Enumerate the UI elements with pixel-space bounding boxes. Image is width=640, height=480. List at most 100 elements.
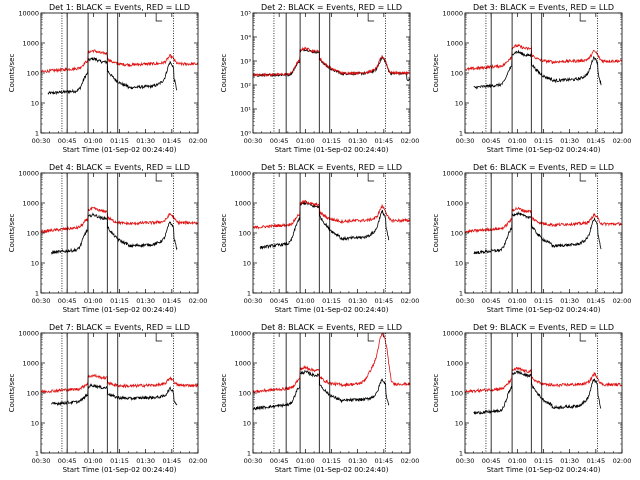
y-axis-label: Counts/sec (220, 54, 228, 93)
chart-title: Det 6: BLACK = Events, RED = LLD (473, 163, 614, 172)
x-tick-label: 02:00 (613, 137, 632, 145)
y-tick-label: 10¹ (240, 106, 251, 114)
y-tick-label: 10⁴ (240, 34, 251, 42)
y-tick-label: 10000 (230, 330, 251, 338)
x-axis-label: Start Time (01-Sep-02 00:24:40) (275, 466, 389, 474)
x-tick-label: 01:00 (84, 137, 103, 145)
plot-frame (252, 12, 411, 134)
series-black-line (47, 56, 178, 96)
series-black-line (473, 370, 602, 415)
y-tick-label: 100 (27, 70, 39, 78)
x-tick-label: 01:00 (508, 137, 527, 145)
y-tick-label: 10000 (442, 10, 463, 18)
y-tick-label: 10 (31, 420, 39, 428)
x-tick-label: 01:45 (162, 457, 181, 465)
x-tick-label: 01:30 (348, 137, 367, 145)
x-tick-label: 00:45 (270, 137, 289, 145)
y-tick-label: 1 (35, 130, 39, 138)
x-tick-label: 01:15 (322, 297, 341, 305)
chart-panel-4: 00:30 00:45 01:00 01:15 01:30 01:45 02:00 1 10 10… (8, 163, 207, 314)
x-tick-label: 02:00 (189, 137, 208, 145)
x-tick-label: 01:45 (162, 297, 181, 305)
bracket-mark (367, 173, 375, 182)
y-tick-label: 100 (27, 230, 39, 238)
x-tick-label: 01:30 (560, 457, 579, 465)
x-tick-label: 01:45 (374, 297, 393, 305)
y-tick-label: 10³ (240, 58, 251, 66)
x-tick-label: 01:15 (534, 137, 553, 145)
series-red-line (41, 206, 198, 235)
x-tick-label: 00:30 (32, 137, 51, 145)
x-tick-label: 00:45 (270, 457, 289, 465)
x-axis-label: Start Time (01-Sep-02 00:24:40) (487, 466, 601, 474)
plot-frame (464, 172, 623, 294)
y-tick-label: 1000 (22, 360, 39, 368)
y-axis-label: Counts/sec (220, 374, 228, 413)
y-tick-label: 100 (451, 230, 463, 238)
y-tick-label: 10 (455, 260, 463, 268)
chart-title: Det 2: BLACK = Events, RED = LLD (261, 3, 402, 12)
x-tick-label: 01:00 (296, 297, 315, 305)
y-tick-label: 10⁰ (240, 130, 251, 138)
y-tick-label: 10000 (230, 170, 251, 178)
y-axis-label: Counts/sec (8, 374, 16, 413)
x-tick-label: 01:30 (136, 297, 155, 305)
bracket-mark (367, 333, 375, 342)
x-tick-label: 00:45 (58, 457, 77, 465)
x-tick-label: 00:45 (270, 297, 289, 305)
x-tick-label: 01:00 (508, 457, 527, 465)
y-tick-label: 1 (459, 450, 463, 458)
series-black-line (473, 211, 602, 255)
series-black-line (253, 369, 390, 411)
x-tick-label: 02:00 (613, 297, 632, 305)
y-tick-label: 10 (31, 260, 39, 268)
y-tick-label: 1000 (22, 200, 39, 208)
y-axis-label: Counts/sec (8, 214, 16, 253)
x-tick-label: 00:30 (32, 457, 51, 465)
y-axis-label: Counts/sec (432, 54, 440, 93)
series-red-line (465, 366, 622, 394)
x-tick-label: 01:45 (586, 297, 605, 305)
x-tick-label: 00:30 (456, 457, 475, 465)
y-tick-label: 10 (455, 100, 463, 108)
x-tick-label: 01:30 (348, 297, 367, 305)
x-tick-label: 02:00 (613, 457, 632, 465)
series-red-line (253, 333, 410, 395)
x-tick-label: 01:00 (296, 137, 315, 145)
x-tick-label: 00:30 (32, 297, 51, 305)
chart-panel-2: 00:30 00:45 01:00 01:15 01:30 01:45 02:00 10⁰ 10… (220, 3, 419, 154)
y-tick-label: 1000 (234, 200, 251, 208)
bracket-mark (155, 13, 163, 22)
y-tick-label: 10⁵ (240, 10, 251, 18)
x-tick-label: 01:00 (296, 457, 315, 465)
x-tick-label: 00:30 (456, 137, 475, 145)
chart-panel-7: 00:30 00:45 01:00 01:15 01:30 01:45 02:00 1 10 10… (8, 323, 207, 474)
series-black-line (473, 49, 602, 90)
y-tick-label: 10000 (18, 170, 39, 178)
x-tick-label: 01:00 (508, 297, 527, 305)
x-axis-label: Start Time (01-Sep-02 00:24:40) (487, 146, 601, 154)
bracket-mark (367, 13, 375, 22)
chart-panel-8: 00:30 00:45 01:00 01:15 01:30 01:45 02:00 1 10 10… (220, 323, 419, 474)
y-axis-label: Counts/sec (220, 214, 228, 253)
x-tick-label: 01:15 (322, 137, 341, 145)
y-tick-label: 1000 (234, 360, 251, 368)
x-tick-label: 00:45 (482, 137, 501, 145)
y-tick-label: 10000 (442, 330, 463, 338)
x-tick-label: 02:00 (189, 297, 208, 305)
series-black-line (253, 48, 410, 82)
x-tick-label: 01:45 (586, 457, 605, 465)
x-tick-label: 00:30 (244, 137, 263, 145)
plot-frame (40, 12, 199, 134)
x-tick-label: 01:15 (534, 457, 553, 465)
x-axis-label: Start Time (01-Sep-02 00:24:40) (63, 466, 177, 474)
x-tick-label: 01:30 (136, 137, 155, 145)
chart-title: Det 7: BLACK = Events, RED = LLD (49, 323, 190, 332)
x-tick-label: 01:15 (322, 457, 341, 465)
y-tick-label: 1 (35, 450, 39, 458)
x-tick-label: 01:15 (110, 137, 129, 145)
x-tick-label: 01:00 (84, 297, 103, 305)
x-tick-label: 00:30 (456, 297, 475, 305)
y-tick-label: 100 (27, 390, 39, 398)
